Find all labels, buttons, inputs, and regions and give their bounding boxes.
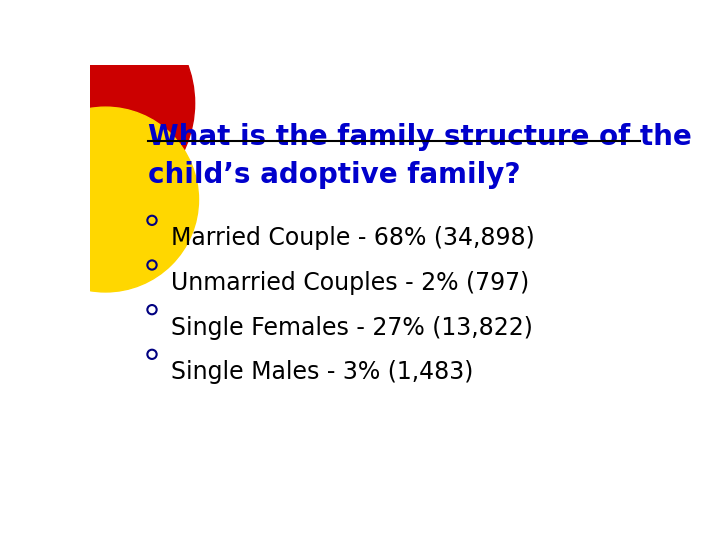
Text: Single Females - 27% (13,822): Single Females - 27% (13,822) [171,316,534,340]
Text: Married Couple - 68% (34,898): Married Couple - 68% (34,898) [171,226,535,251]
Text: What is the family structure of the: What is the family structure of the [148,123,692,151]
Text: Unmarried Couples - 2% (797): Unmarried Couples - 2% (797) [171,271,530,295]
Circle shape [0,0,194,215]
Text: child’s adoptive family?: child’s adoptive family? [148,161,521,189]
Circle shape [12,107,199,292]
Text: Single Males - 3% (1,483): Single Males - 3% (1,483) [171,361,474,384]
